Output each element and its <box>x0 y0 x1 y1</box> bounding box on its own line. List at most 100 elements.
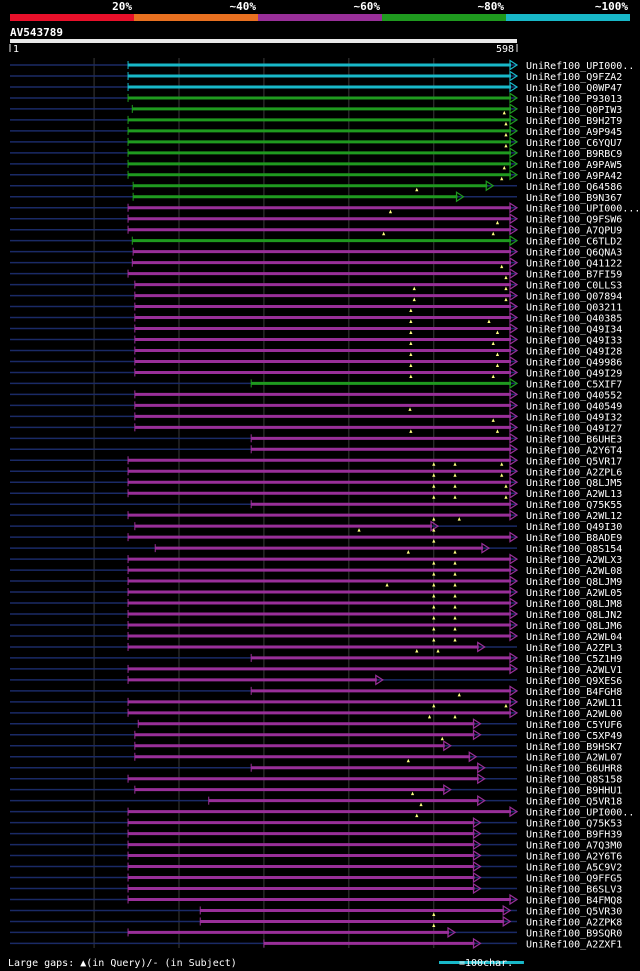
hit-end-arrow <box>509 224 519 236</box>
hit-label: UniRef100_UPI000.. <box>526 808 634 819</box>
hit-row: UniRef100_A2WL08 <box>10 564 622 577</box>
gap-marker <box>432 637 436 642</box>
hit-end-arrow <box>509 114 519 126</box>
hit-row: UniRef100_A7QPU9 <box>10 224 622 237</box>
hit-label: UniRef100_B8ADE9 <box>526 533 622 544</box>
hit-end-arrow <box>509 630 519 642</box>
hit-row: UniRef100_C6TLD2 <box>10 235 622 248</box>
hit-end-arrow <box>509 465 519 477</box>
hit-row: UniRef100_Q5VR17 <box>10 454 622 467</box>
hit-row: UniRef100_Q0WP47 <box>10 81 622 94</box>
identity-tick-label: 20% <box>112 0 132 13</box>
hit-label: UniRef100_Q49I33 <box>526 336 622 347</box>
hit-end-arrow <box>509 246 519 258</box>
hit-label: UniRef100_Q9FZA2 <box>526 72 622 83</box>
gap-marker <box>432 583 436 587</box>
hit-end-arrow <box>477 773 486 785</box>
hit-label: UniRef100_UPI000.. <box>526 61 634 72</box>
hit-label: UniRef100_Q8S154 <box>526 544 622 555</box>
gap-marker <box>388 209 393 214</box>
hit-label: UniRef100_B9H2T9 <box>526 116 622 127</box>
hit-end-arrow <box>509 476 519 488</box>
hit-label: UniRef100_A7QPU9 <box>526 226 622 237</box>
hit-label: UniRef100_Q8LJM6 <box>526 621 622 632</box>
hit-label: UniRef100_C5XIF7 <box>526 379 622 390</box>
hit-end-arrow <box>509 498 519 510</box>
gap-marker <box>457 517 461 521</box>
gap-marker <box>504 703 508 708</box>
hit-label: UniRef100_Q9FFG5 <box>526 874 622 885</box>
hit-row: UniRef100_A2Y6T4 <box>10 443 622 456</box>
gap-marker <box>409 341 413 345</box>
hit-label: UniRef100_A9PAW5 <box>526 160 622 171</box>
hit-label: UniRef100_C5YUF6 <box>526 720 622 731</box>
hit-row: UniRef100_C0LLS3 <box>10 279 622 292</box>
hit-end-arrow <box>477 762 486 774</box>
hit-label: UniRef100_Q75K55 <box>526 500 622 511</box>
hit-label: UniRef100_B6SLV3 <box>526 885 622 896</box>
hit-label: UniRef100_Q6QNA3 <box>526 248 622 259</box>
hit-label: UniRef100_A2Y6T6 <box>526 852 622 863</box>
hit-label: UniRef100_A2WL00 <box>526 709 622 720</box>
gap-marker <box>504 286 508 291</box>
hit-row: UniRef100_UPI000.. <box>10 59 634 72</box>
hit-end-arrow <box>509 169 519 181</box>
hit-label: UniRef100_B4FGH8 <box>526 687 622 698</box>
hit-row: UniRef100_B9RBC9 <box>10 147 622 160</box>
gap-marker <box>409 363 413 367</box>
hit-row: UniRef100_A9PA42 <box>10 169 622 182</box>
hit-row: UniRef100_Q41122 <box>10 257 622 270</box>
gap-marker <box>357 528 361 532</box>
hit-label: UniRef100_C6YQU7 <box>526 138 622 149</box>
hit-end-arrow <box>443 740 452 752</box>
hit-label: UniRef100_Q0WP47 <box>526 83 622 94</box>
gap-marker <box>453 462 457 466</box>
hit-row: UniRef100_Q9XES6 <box>10 674 622 687</box>
hit-label: UniRef100_Q49I30 <box>526 522 622 533</box>
identity-segment <box>10 14 134 21</box>
gap-marker <box>504 121 508 126</box>
hit-label: UniRef100_Q9XES6 <box>526 676 622 687</box>
hit-row: UniRef100_Q5VR30 <box>10 904 622 917</box>
hit-end-arrow <box>509 59 519 71</box>
hit-end-arrow <box>509 257 519 269</box>
gap-marker <box>500 176 504 181</box>
identity-tick-label: ~100% <box>595 0 628 13</box>
gap-marker <box>453 594 457 598</box>
gap-marker <box>502 110 506 115</box>
hit-end-arrow <box>455 191 465 203</box>
hit-row: UniRef100_Q49986 <box>10 355 622 368</box>
hit-row: UniRef100_A2WL07 <box>10 751 622 764</box>
hit-row: UniRef100_C5YUF6 <box>10 718 622 731</box>
hit-row: UniRef100_Q49I30 <box>10 520 622 533</box>
hit-end-arrow <box>472 860 482 873</box>
hit-row: UniRef100_B8ADE9 <box>10 531 622 544</box>
gap-marker <box>415 648 419 653</box>
hit-row: UniRef100_UPI000... <box>10 202 640 215</box>
hit-end-arrow <box>509 509 519 521</box>
gap-marker <box>504 275 508 280</box>
gap-marker <box>415 813 419 818</box>
hit-label: UniRef100_B4FMQ8 <box>526 895 622 906</box>
hit-row: UniRef100_A2WL13 <box>10 487 622 500</box>
hit-label: UniRef100_A2Y6T4 <box>526 445 622 456</box>
hit-row: UniRef100_B4FGH8 <box>10 685 622 698</box>
identity-segment <box>134 14 258 21</box>
hit-label: UniRef100_C5Z1H9 <box>526 654 622 665</box>
hit-end-arrow <box>477 795 486 807</box>
hit-label: UniRef100_Q64586 <box>526 182 622 193</box>
gap-marker <box>502 165 506 170</box>
hit-end-arrow <box>509 553 519 565</box>
hit-row: UniRef100_Q40552 <box>10 388 622 401</box>
hit-label: UniRef100_Q07894 <box>526 292 622 303</box>
gap-marker <box>432 561 436 565</box>
hit-row: UniRef100_B9HHU1 <box>10 784 622 797</box>
hit-row: UniRef100_A2WLV1 <box>10 663 622 676</box>
gap-marker <box>432 923 436 927</box>
hit-row: UniRef100_A7Q3M0 <box>10 838 622 852</box>
hit-row: UniRef100_C5XP49 <box>10 729 622 742</box>
scale-legend-label: =100char. <box>459 958 513 969</box>
gap-marker <box>432 495 436 499</box>
hit-end-arrow <box>509 147 519 159</box>
gap-marker <box>500 462 504 466</box>
